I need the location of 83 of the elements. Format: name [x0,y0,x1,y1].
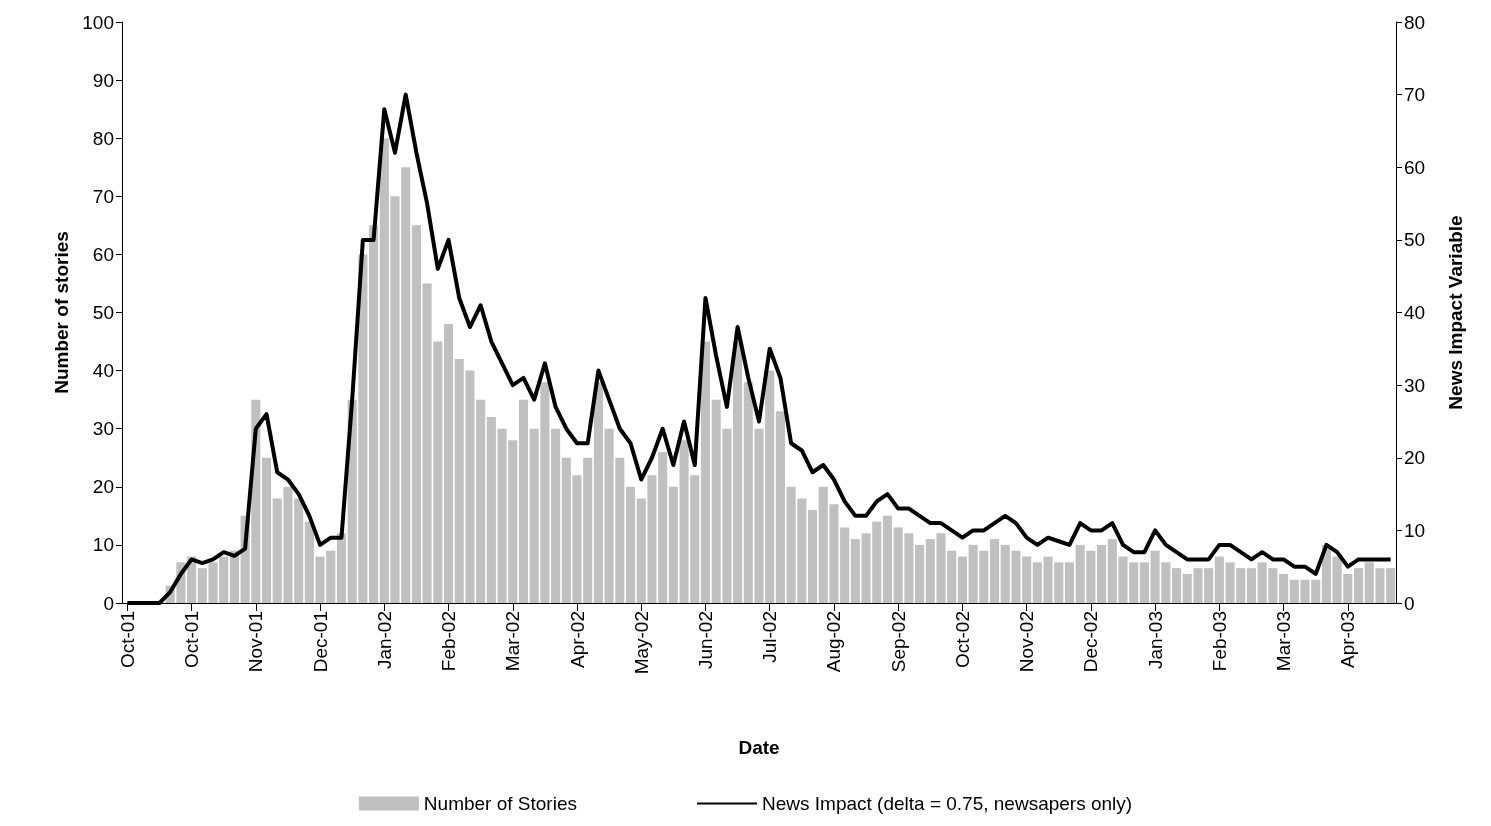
bar [733,341,743,603]
y-axis-title: Number of stories [51,231,73,394]
bar [294,498,304,603]
x-tick-label: Jul-02 [759,611,781,663]
bar [1386,568,1396,603]
bar [882,515,893,603]
y-tick-label: 70 [92,185,114,207]
bar [989,539,1000,603]
bar [336,533,347,603]
bar [369,225,379,603]
y-tick-label: 30 [92,418,114,440]
bar [807,510,818,603]
y-tick-label: 80 [92,127,114,149]
bar [1214,556,1224,603]
y2-tick-label: 40 [1404,302,1426,323]
x-tick-label: Oct-01 [181,611,203,669]
x-tick-label: Apr-03 [1337,611,1359,669]
bar [1279,573,1289,603]
x-tick-label: Feb-02 [438,611,460,672]
y2-tick-label: 50 [1404,229,1426,251]
bar [850,539,860,603]
y2-tick-label: 70 [1404,84,1426,106]
y2-tick-label: 60 [1404,156,1426,178]
x-tick-label: Mar-02 [502,611,524,672]
bar [840,527,850,603]
bar [411,225,421,603]
y-tick-label: 0 [103,592,114,614]
bar [1032,562,1042,603]
bar [261,457,272,603]
x-tick-label: Jan-02 [373,611,395,670]
x-tick-label: Feb-03 [1208,611,1230,672]
bar [304,521,314,603]
y2-tick-label: 30 [1404,374,1426,396]
bar [1064,562,1075,603]
bar [476,399,486,603]
legend-label: News Impact (delta = 0.75, newsapers only) [761,793,1133,814]
bar [486,417,496,603]
x-tick-label: Nov-01 [245,611,267,673]
bar [1097,544,1107,603]
bar [625,486,636,603]
bar [1022,556,1032,603]
x-tick-label: Mar-03 [1273,611,1295,672]
x-tick-label: Sep-02 [887,611,909,673]
bar [668,486,678,603]
x-tick-label: Oct-02 [951,611,973,669]
y2-tick-label: 10 [1404,519,1426,541]
bar [1246,568,1257,603]
y-tick-label: 100 [82,11,114,33]
x-tick-label: Aug-02 [823,611,845,673]
x-tick-label: Nov-02 [1016,611,1038,673]
bar [1204,568,1214,603]
bar [551,428,561,603]
x-tick-label: May-02 [630,611,652,675]
y-tick-label: 50 [92,302,114,323]
x-axis-title: Date [738,737,780,758]
x-tick-label: Dec-02 [1080,611,1102,673]
legend-label: Number of Stories [423,793,577,814]
bar [593,382,603,603]
bar [700,341,711,603]
x-tick-label: Jun-02 [694,611,716,670]
y-tick-label: 40 [92,360,114,382]
bar [1171,568,1182,603]
x-tick-label: Apr-02 [566,611,588,669]
bar [658,451,668,603]
bar [1353,568,1364,603]
y-tick-label: 10 [92,534,114,556]
bar [915,544,925,603]
y-tick-label: 60 [92,243,114,265]
y2-axis-title: News Impact Variable [1445,215,1466,410]
bar [229,550,239,603]
x-tick-label: Oct-01 [116,611,138,669]
y-tick-label: 20 [92,476,114,498]
y2-tick-label: 20 [1404,447,1426,469]
bar [518,399,529,603]
bar [957,556,967,603]
x-tick-label: Dec-01 [309,611,331,673]
bar [775,411,785,603]
bar [1139,562,1149,603]
y2-tick-label: 0 [1404,592,1415,614]
x-tick-label: Jan-03 [1144,611,1166,670]
y2-tick-label: 80 [1404,11,1426,33]
y-tick-label: 90 [92,69,114,91]
bar [443,324,454,603]
